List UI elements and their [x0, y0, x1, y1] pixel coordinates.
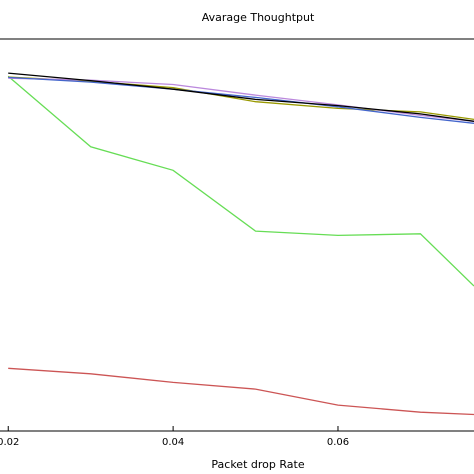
plot-frame [0, 38, 474, 432]
series-line-2 [8, 367, 474, 416]
x-tick-label: 0.02 [0, 437, 19, 448]
series-line-5 [8, 76, 474, 124]
series-layer [7, 72, 474, 416]
chart-title: Avarage Thoughtput [202, 11, 315, 24]
x-axis-ticks: 0.02 0.04 0.06 [0, 426, 349, 448]
series-line-1 [7, 75, 474, 287]
series-line-3 [8, 76, 474, 121]
series-line-6 [8, 72, 474, 122]
x-tick-label: 0.06 [327, 437, 349, 448]
x-axis-label: Packet drop Rate [211, 458, 304, 471]
x-tick-label: 0.04 [162, 437, 184, 448]
